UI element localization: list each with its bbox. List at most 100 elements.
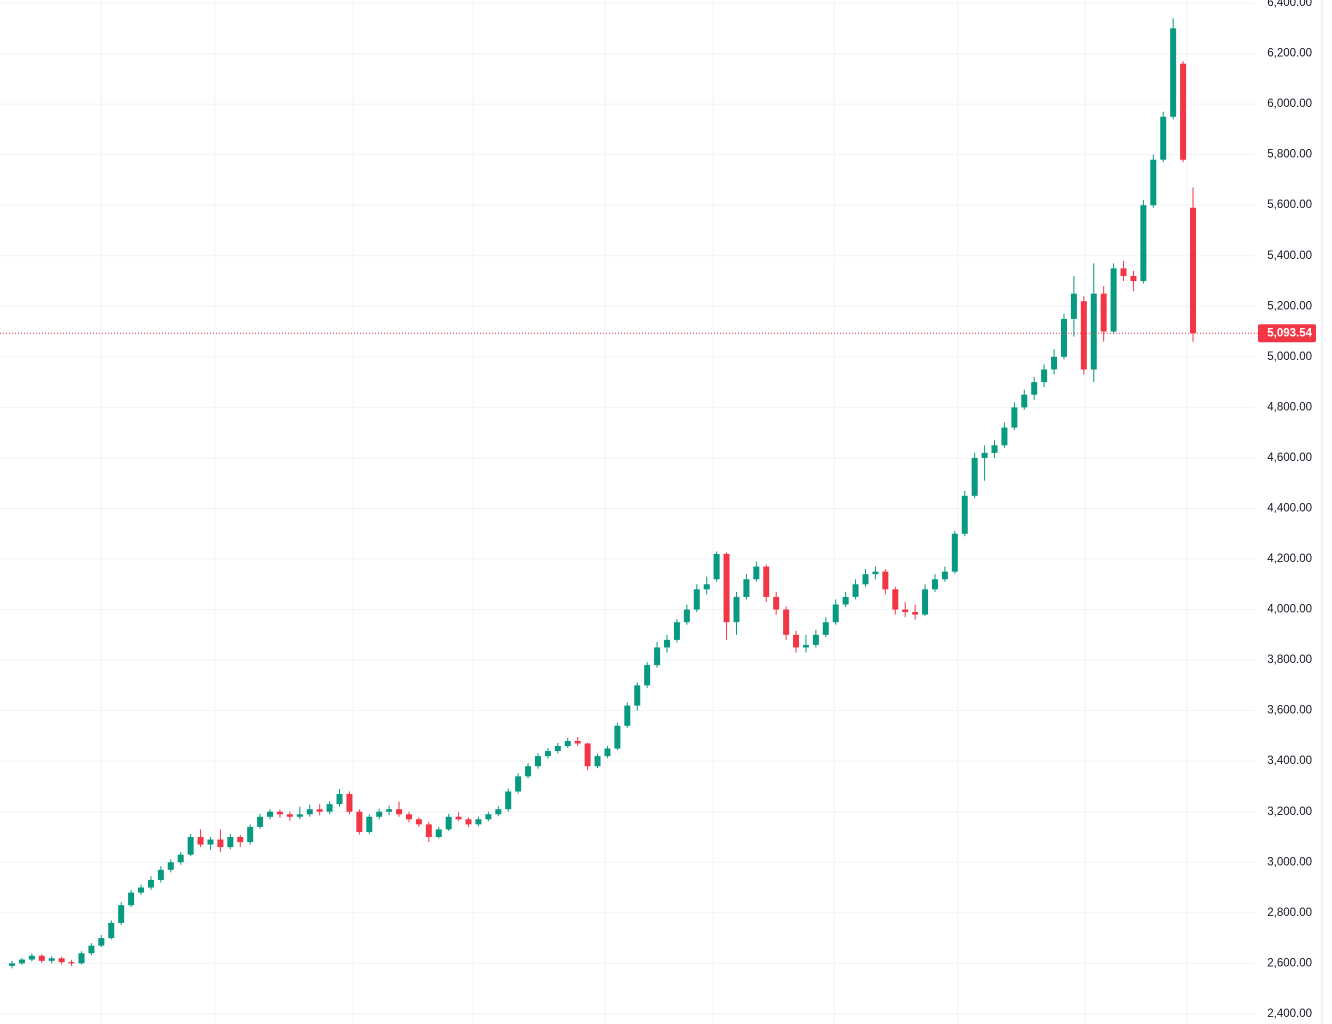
candle-body bbox=[713, 553, 720, 580]
candle-body bbox=[1051, 356, 1058, 370]
candle-body bbox=[683, 609, 690, 623]
candle-body bbox=[286, 814, 293, 817]
y-tick-label: 3,000.00 bbox=[1267, 856, 1312, 868]
candle-body bbox=[296, 814, 303, 817]
candle-body bbox=[793, 634, 800, 648]
candle-body bbox=[217, 839, 224, 848]
candle-body bbox=[88, 945, 95, 954]
y-tick-label: 5,600.00 bbox=[1267, 199, 1312, 211]
candle-body bbox=[346, 794, 353, 812]
candle-body bbox=[445, 816, 452, 830]
candle-body bbox=[931, 579, 938, 590]
candle-body bbox=[1080, 301, 1087, 370]
candle-body bbox=[515, 776, 522, 792]
candle-body bbox=[961, 495, 968, 534]
candle-body bbox=[187, 836, 194, 855]
candle-body bbox=[455, 816, 462, 820]
candle-body bbox=[584, 743, 591, 767]
candle-body bbox=[336, 794, 343, 805]
candle-body bbox=[177, 854, 184, 863]
candle-body bbox=[673, 622, 680, 640]
candle-body bbox=[872, 571, 879, 575]
candle-body bbox=[723, 553, 730, 623]
candle-body bbox=[654, 647, 661, 666]
candle-body bbox=[604, 748, 611, 757]
y-tick-label: 3,400.00 bbox=[1267, 755, 1312, 767]
y-tick-label: 6,200.00 bbox=[1267, 48, 1312, 60]
candle-body bbox=[197, 836, 204, 845]
candle-body bbox=[902, 609, 909, 613]
candle-body bbox=[892, 589, 899, 610]
candle-body bbox=[554, 746, 561, 752]
candle-body bbox=[1160, 116, 1167, 160]
candle-body bbox=[812, 634, 819, 645]
candle-body bbox=[28, 955, 35, 960]
y-tick-label: 6,400.00 bbox=[1267, 0, 1312, 9]
candle-body bbox=[544, 751, 551, 757]
last-price-label: 5,093.54 bbox=[1267, 328, 1312, 340]
candle-body bbox=[98, 938, 105, 946]
candle-body bbox=[862, 574, 869, 585]
y-tick-label: 2,600.00 bbox=[1267, 957, 1312, 969]
candle-body bbox=[495, 809, 502, 815]
candle-body bbox=[405, 814, 412, 820]
candle-body bbox=[396, 809, 403, 815]
candle-body bbox=[376, 811, 383, 817]
candle-body bbox=[574, 740, 581, 744]
candle-body bbox=[941, 571, 948, 580]
candle-body bbox=[425, 824, 432, 837]
candle-body bbox=[485, 814, 492, 820]
candle-body bbox=[267, 811, 274, 817]
candle-body bbox=[415, 819, 422, 825]
candle-body bbox=[316, 809, 323, 812]
candle-body bbox=[1031, 382, 1038, 395]
y-tick-label: 4,800.00 bbox=[1267, 401, 1312, 413]
candle-body bbox=[534, 756, 541, 767]
y-tick-label: 5,000.00 bbox=[1267, 351, 1312, 363]
candle-body bbox=[733, 596, 740, 623]
candle-body bbox=[763, 566, 770, 597]
y-tick-label: 5,200.00 bbox=[1267, 300, 1312, 312]
candle-body bbox=[922, 589, 929, 615]
candle-body bbox=[1130, 275, 1137, 282]
candle-body bbox=[564, 740, 571, 747]
candle-body bbox=[306, 809, 313, 815]
candle-body bbox=[912, 612, 919, 615]
candle-body bbox=[1110, 268, 1117, 332]
y-tick-label: 5,400.00 bbox=[1267, 250, 1312, 262]
candle-body bbox=[276, 811, 283, 815]
candle-body bbox=[18, 959, 25, 964]
candle-body bbox=[664, 639, 671, 648]
candle-body bbox=[1150, 159, 1157, 206]
candle-body bbox=[1001, 427, 1008, 446]
candle-body bbox=[108, 922, 115, 939]
y-tick-label: 6,000.00 bbox=[1267, 98, 1312, 110]
time-grid bbox=[100, 0, 1188, 1024]
last-price-tag bbox=[1258, 324, 1316, 343]
candle-body bbox=[505, 791, 512, 810]
candle-body bbox=[138, 887, 145, 893]
candle-body bbox=[78, 953, 85, 964]
y-tick-label: 3,200.00 bbox=[1267, 806, 1312, 818]
candle-body bbox=[435, 829, 442, 837]
candle-body bbox=[326, 804, 333, 812]
y-tick-label: 4,400.00 bbox=[1267, 502, 1312, 514]
candle-body bbox=[1170, 28, 1177, 117]
candle-body bbox=[634, 685, 641, 706]
candle-body bbox=[58, 958, 65, 963]
candle-body bbox=[38, 955, 45, 961]
candle-body bbox=[227, 836, 234, 848]
candle-body bbox=[1021, 394, 1028, 408]
candle-body bbox=[1180, 63, 1187, 160]
candle-body bbox=[1060, 318, 1067, 357]
candle-body bbox=[624, 705, 631, 726]
candle-body bbox=[1120, 268, 1127, 276]
candle-body bbox=[991, 445, 998, 453]
candle-body bbox=[842, 596, 849, 605]
candle-body bbox=[386, 809, 393, 812]
candle-body bbox=[475, 819, 482, 825]
candle-body bbox=[743, 579, 750, 597]
candle-body bbox=[9, 963, 15, 966]
candle-body bbox=[237, 836, 244, 843]
